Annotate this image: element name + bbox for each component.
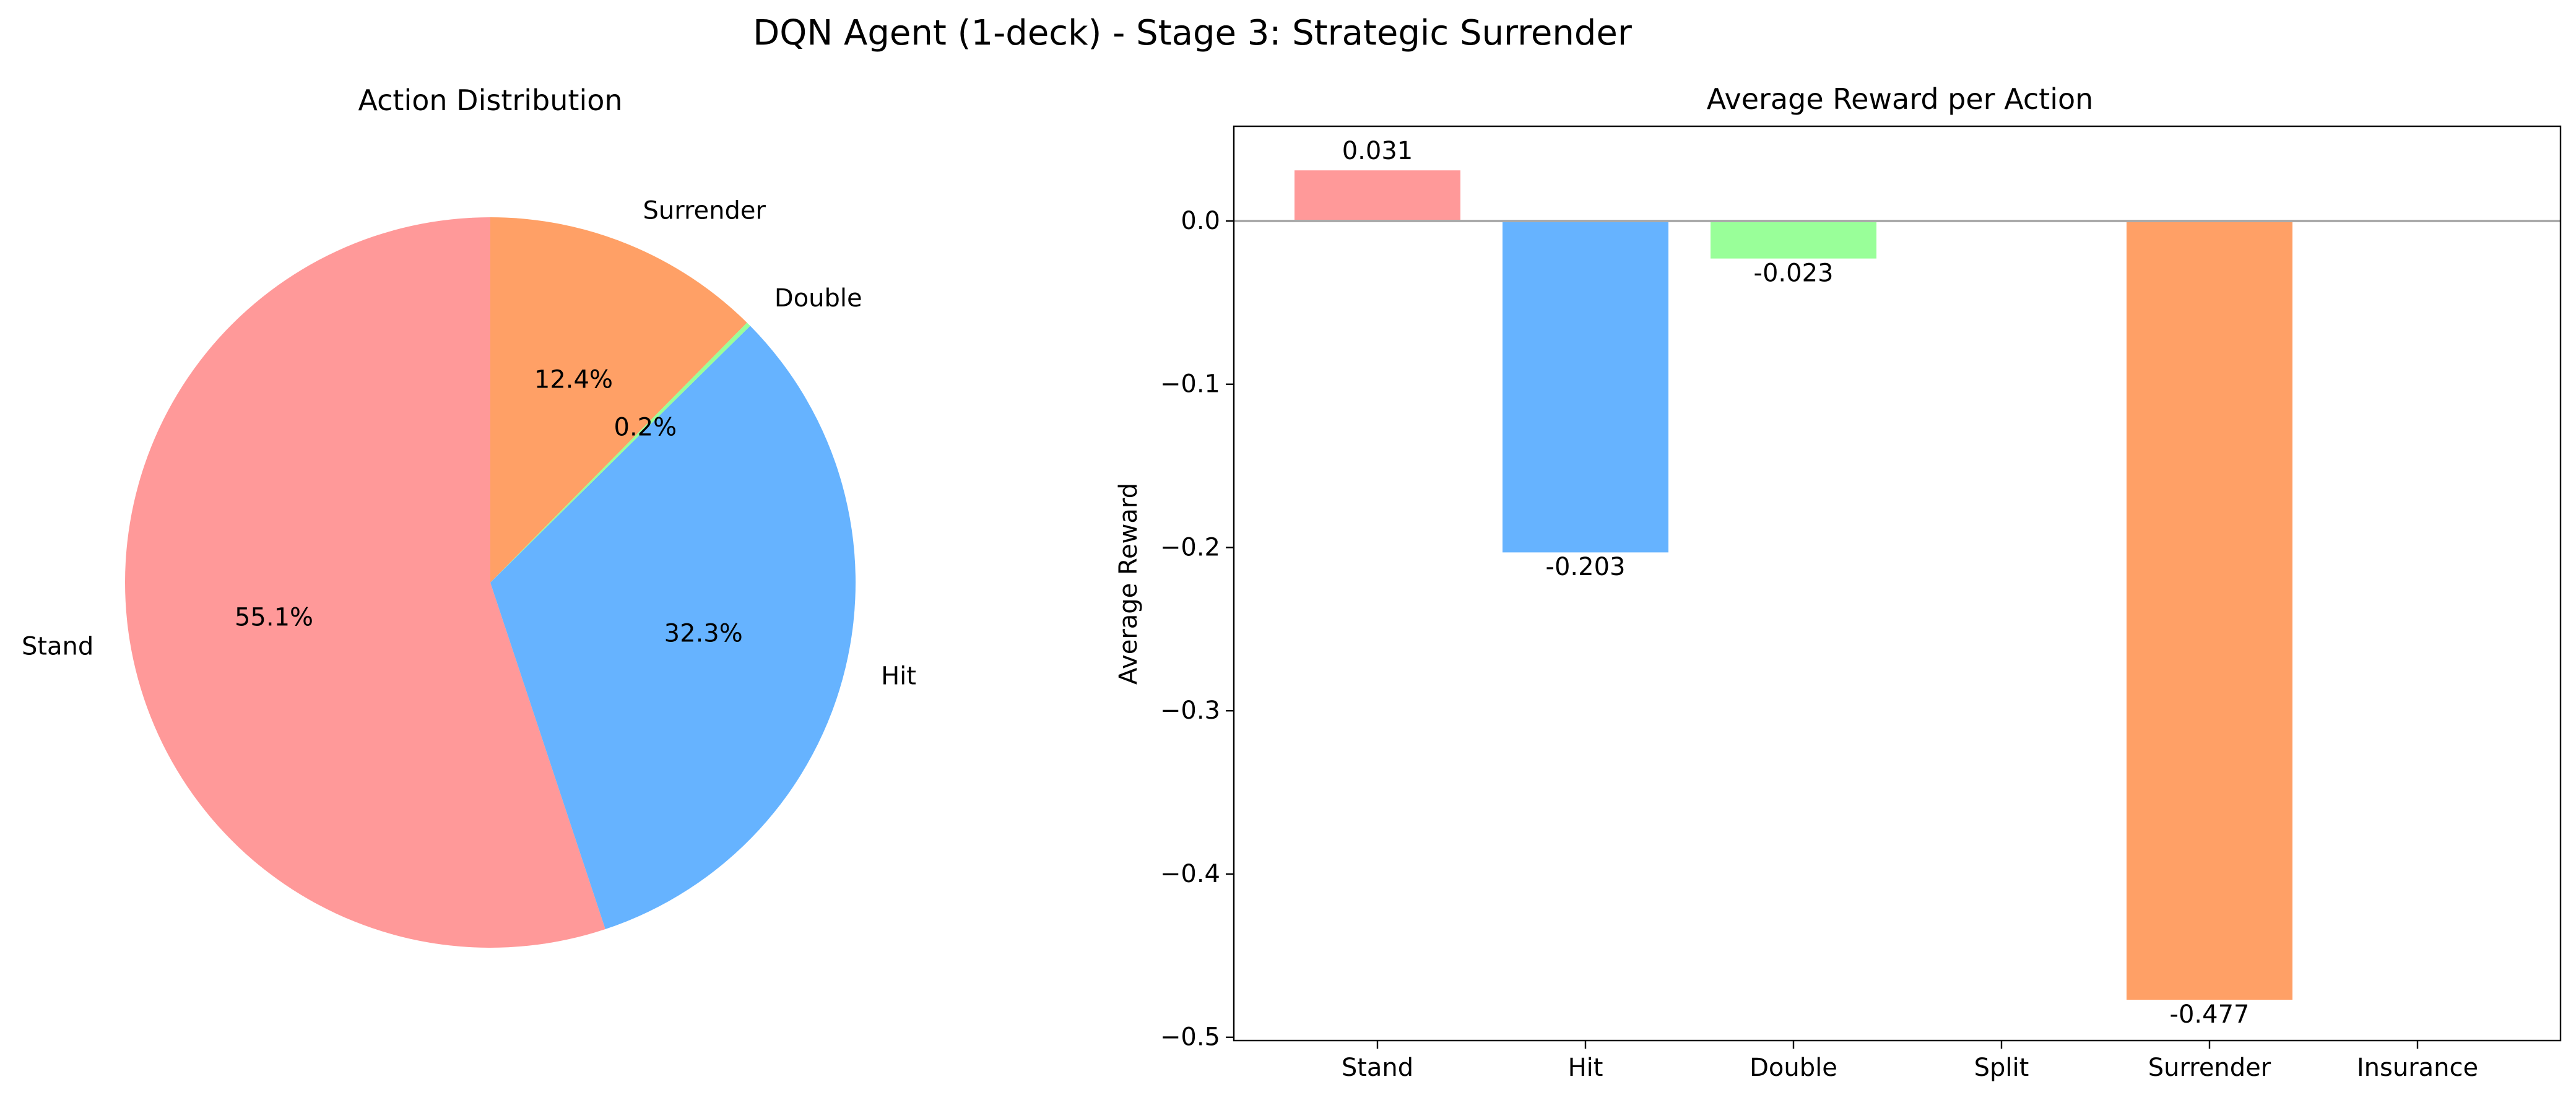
x-tick-label-surrender: Surrender — [2148, 1054, 2271, 1082]
y-tick-label: −0.3 — [1160, 696, 1220, 725]
bar-value-label-double: -0.023 — [1754, 259, 1834, 287]
pie-label-hit: Hit — [881, 662, 916, 691]
x-tick-label-split: Split — [1974, 1054, 2029, 1082]
pie-pct-surrender: 12.4% — [534, 366, 613, 394]
pie-slice-surrender — [490, 217, 747, 582]
pie-slices — [124, 217, 856, 948]
pie-label-surrender: Surrender — [643, 197, 766, 225]
plot-frame — [1233, 125, 2562, 1042]
pie-label-double: Double — [774, 284, 862, 313]
y-tick-label: −0.1 — [1160, 370, 1220, 399]
bar-double — [1711, 220, 1876, 259]
pie-chart: Action Distribution Stand 55.1% Hit 32.3% Do… — [22, 84, 916, 948]
y-tick-label: −0.4 — [1160, 860, 1220, 888]
y-tick-label: −0.2 — [1160, 533, 1220, 561]
pie-label-stand: Stand — [22, 633, 93, 661]
x-tick-label-double: Double — [1750, 1054, 1837, 1082]
bar-value-label-stand: 0.031 — [1342, 137, 1413, 165]
pie-title: Action Distribution — [358, 84, 622, 117]
y-tick-label: 0.0 — [1181, 207, 1220, 235]
x-tick-label-insurance: Insurance — [2357, 1054, 2478, 1082]
figure-title: DQN Agent (1-deck) - Stage 3: Strategic … — [753, 13, 1633, 53]
bar-marks: 0.031 -0.203 -0.023 -0.477 — [1234, 137, 2561, 1029]
bar-value-label-hit: -0.203 — [1546, 553, 1626, 581]
x-tick-label-hit: Hit — [1568, 1054, 1603, 1082]
pie-labels: Stand 55.1% Hit 32.3% Double 0.2% Surrender 12.… — [22, 197, 916, 691]
y-axis-label: Average Reward — [1114, 483, 1143, 685]
y-tick-label: −0.5 — [1160, 1023, 1220, 1052]
pie-pct-double: 0.2% — [614, 414, 677, 442]
bar-chart: Average Reward per Action Average Reward… — [1114, 82, 2562, 1082]
bar-surrender — [2127, 220, 2292, 1000]
bar-axes: 0.0 −0.1 −0.2 −0.3 −0.4 −0.5 Stand Hit Double Spl… — [1160, 125, 2562, 1082]
bar-stand — [1295, 170, 1460, 221]
bar-value-label-surrender: -0.477 — [2170, 1000, 2250, 1029]
pie-slice-double — [490, 323, 750, 582]
pie-pct-stand: 55.1% — [235, 603, 313, 631]
pie-pct-hit: 32.3% — [664, 620, 743, 648]
x-tick-label-stand: Stand — [1342, 1054, 1413, 1082]
pie-slice-hit — [490, 326, 856, 929]
bar-title: Average Reward per Action — [1707, 82, 2094, 116]
pie-slice-stand — [124, 217, 605, 948]
bar-hit — [1503, 220, 1668, 553]
